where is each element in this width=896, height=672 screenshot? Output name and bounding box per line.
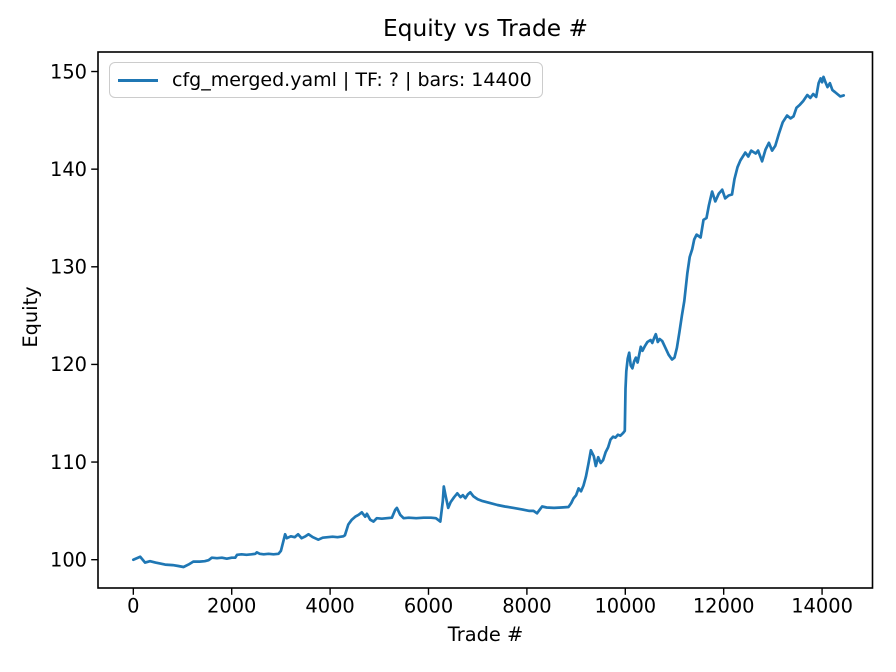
x-tick-label: 2000 — [207, 595, 256, 618]
x-axis-label: Trade # — [447, 623, 524, 646]
y-tick-label: 140 — [50, 158, 87, 181]
x-tick-label: 10000 — [594, 595, 656, 618]
chart-title: Equity vs Trade # — [382, 15, 589, 42]
y-tick-label: 120 — [50, 353, 87, 376]
x-tick-label: 14000 — [791, 595, 853, 618]
y-tick-label: 110 — [50, 451, 87, 474]
legend-line-sample-icon — [118, 78, 158, 82]
x-tick-label: 0 — [127, 595, 139, 618]
y-axis-label: Equity — [19, 286, 42, 348]
y-tick-label: 100 — [50, 548, 87, 571]
axes-spines — [97, 51, 874, 589]
legend-entry-label: cfg_merged.yaml | TF: ? | bars: 14400 — [172, 69, 532, 91]
y-tick-label: 130 — [50, 256, 87, 279]
y-tick-label: 150 — [50, 60, 87, 83]
x-tick-label: 6000 — [404, 595, 453, 618]
equity-line — [131, 75, 846, 569]
x-tick-label: 12000 — [693, 595, 755, 618]
x-tick-label: 4000 — [305, 595, 354, 618]
x-tick-label: 8000 — [502, 595, 551, 618]
legend-box: cfg_merged.yaml | TF: ? | bars: 14400 — [109, 62, 543, 98]
